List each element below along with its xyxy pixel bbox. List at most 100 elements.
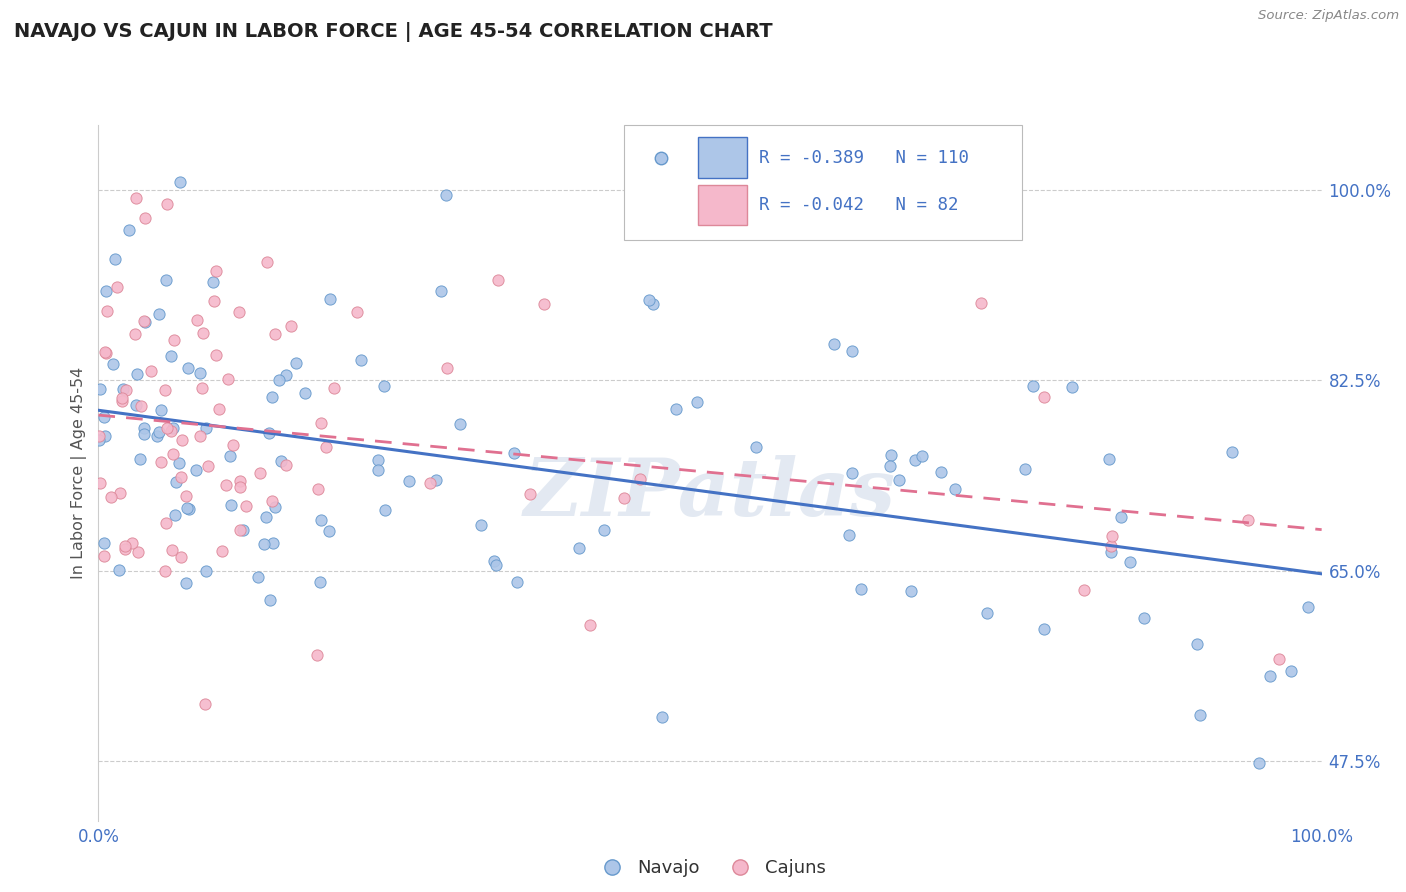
- Point: [127, 368, 149, 382]
- Point: [118, 222, 141, 236]
- Point: [179, 502, 201, 516]
- Text: Source: ZipAtlas.com: Source: ZipAtlas.com: [1258, 9, 1399, 22]
- Point: [134, 211, 156, 226]
- Point: [449, 417, 471, 432]
- Point: [134, 427, 156, 442]
- Point: [264, 500, 287, 515]
- Point: [94, 285, 117, 299]
- Point: [188, 429, 211, 443]
- Point: [100, 490, 122, 504]
- Point: [108, 486, 131, 500]
- Point: [1033, 623, 1056, 637]
- Point: [485, 558, 508, 572]
- Point: [486, 273, 509, 287]
- Point: [280, 319, 302, 334]
- Point: [176, 501, 198, 516]
- Point: [904, 453, 927, 467]
- Point: [108, 563, 131, 577]
- Point: [156, 420, 179, 434]
- Point: [162, 421, 184, 435]
- Point: [215, 478, 238, 492]
- Point: [613, 491, 636, 505]
- Point: [651, 710, 673, 724]
- Point: [879, 458, 901, 473]
- Point: [150, 455, 173, 469]
- Point: [208, 402, 231, 417]
- Point: [323, 380, 346, 394]
- Point: [194, 421, 217, 435]
- Point: [156, 197, 179, 211]
- Point: [1237, 513, 1260, 527]
- Point: [1109, 510, 1132, 524]
- Point: [129, 452, 152, 467]
- Point: [373, 379, 395, 393]
- Point: [94, 429, 117, 443]
- Point: [259, 425, 281, 440]
- Point: [219, 450, 242, 464]
- Point: [124, 326, 146, 341]
- Point: [318, 524, 340, 538]
- Point: [254, 510, 277, 524]
- Point: [228, 305, 250, 319]
- Point: [193, 326, 215, 340]
- Point: [170, 550, 193, 565]
- Point: [101, 357, 124, 371]
- Point: [177, 361, 200, 376]
- Point: [167, 457, 190, 471]
- Point: [1132, 611, 1154, 625]
- Point: [205, 264, 228, 278]
- Point: [309, 416, 332, 430]
- Point: [174, 489, 197, 503]
- Point: [430, 284, 453, 298]
- Point: [641, 296, 664, 310]
- Point: [841, 466, 863, 480]
- Point: [111, 394, 134, 409]
- Point: [880, 449, 903, 463]
- Point: [163, 333, 186, 347]
- Point: [111, 382, 134, 396]
- Point: [89, 433, 111, 447]
- Point: [134, 315, 156, 329]
- Point: [205, 348, 228, 362]
- Point: [229, 480, 252, 494]
- Point: [665, 402, 688, 417]
- Point: [170, 470, 193, 484]
- Point: [1268, 652, 1291, 666]
- Point: [1258, 669, 1281, 683]
- Point: [148, 307, 170, 321]
- Point: [89, 476, 111, 491]
- Point: [841, 343, 863, 358]
- Point: [1098, 452, 1121, 467]
- Point: [319, 292, 342, 306]
- Point: [127, 544, 149, 558]
- Point: [246, 570, 269, 584]
- Point: [163, 508, 186, 522]
- Point: [194, 565, 217, 579]
- Point: [519, 487, 541, 501]
- Point: [202, 293, 225, 308]
- Bar: [697, 137, 747, 178]
- Point: [346, 305, 368, 319]
- Point: [197, 458, 219, 473]
- Point: [132, 314, 155, 328]
- Point: [309, 513, 332, 527]
- Point: [503, 446, 526, 460]
- Point: [533, 297, 555, 311]
- Point: [929, 465, 952, 479]
- Point: [1101, 529, 1123, 543]
- Point: [139, 364, 162, 378]
- Point: [1014, 462, 1036, 476]
- Point: [1062, 380, 1084, 394]
- Point: [367, 462, 389, 476]
- Point: [132, 421, 155, 435]
- Point: [193, 697, 215, 711]
- Point: [217, 372, 239, 386]
- Point: [262, 493, 284, 508]
- Point: [121, 536, 143, 550]
- Point: [211, 543, 233, 558]
- Point: [155, 516, 177, 531]
- Point: [1185, 637, 1208, 651]
- Point: [630, 472, 652, 486]
- Point: [96, 346, 118, 360]
- Point: [264, 327, 287, 342]
